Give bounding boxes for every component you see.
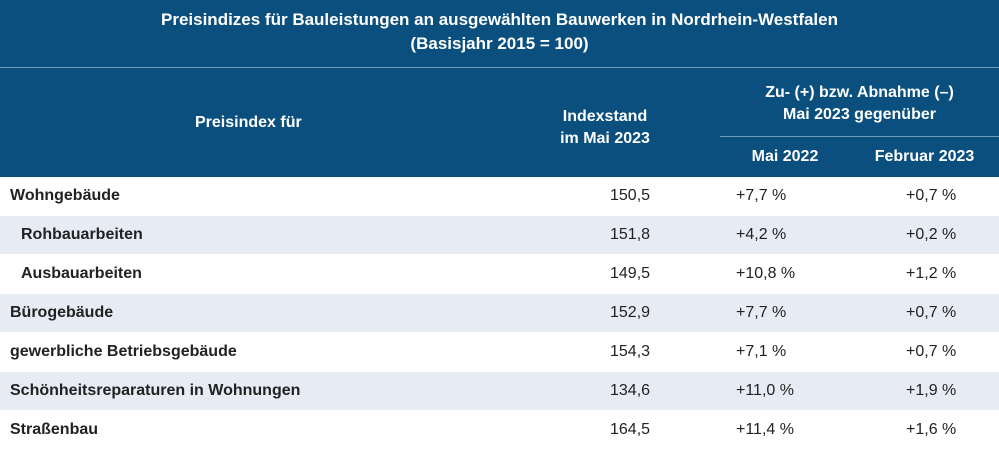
- row-label: Schönheitsreparaturen in Wohnungen: [0, 371, 490, 411]
- title-line-2: (Basisjahr 2015 = 100): [410, 34, 589, 53]
- header-change-group: Zu- (+) bzw. Abnahme (–) Mai 2023 gegenü…: [720, 68, 999, 137]
- row-index: 152,9: [490, 293, 720, 333]
- table-row: Schönheitsreparaturen in Wohnungen 134,6…: [0, 371, 999, 411]
- row-change-may: +11,4 %: [720, 410, 850, 450]
- row-change-feb: +0,2 %: [850, 215, 999, 255]
- row-label: Rohbauarbeiten: [0, 215, 490, 255]
- header-index-line-2: im Mai 2023: [560, 129, 650, 147]
- row-change-may: +7,7 %: [720, 177, 850, 216]
- header-index-level: Indexstand im Mai 2023: [490, 68, 720, 177]
- row-index: 154,3: [490, 332, 720, 372]
- row-change-feb: +0,7 %: [850, 177, 999, 216]
- row-label: Wohngebäude: [0, 177, 490, 216]
- row-index: 150,5: [490, 177, 720, 216]
- row-index: 164,5: [490, 410, 720, 450]
- title-line-1: Preisindizes für Bauleistungen an ausgew…: [161, 10, 838, 29]
- row-index: 149,5: [490, 254, 720, 294]
- row-index: 151,8: [490, 215, 720, 255]
- row-change-may: +7,7 %: [720, 293, 850, 333]
- header-change-line-1: Zu- (+) bzw. Abnahme (–): [765, 84, 954, 101]
- table-row: Wohngebäude 150,5 +7,7 % +0,7 %: [0, 177, 999, 216]
- row-change-feb: +0,7 %: [850, 332, 999, 372]
- header-change-line-2: Mai 2023 gegenüber: [783, 106, 936, 123]
- row-label: gewerbliche Betriebsgebäude: [0, 332, 490, 372]
- table-row: Rohbauarbeiten 151,8 +4,2 % +0,2 %: [0, 215, 999, 255]
- table-row: Bürogebäude 152,9 +7,7 % +0,7 %: [0, 293, 999, 333]
- row-index: 134,6: [490, 371, 720, 411]
- row-change-may: +4,2 %: [720, 215, 850, 255]
- row-change-feb: +0,7 %: [850, 293, 999, 333]
- row-change-may: +11,0 %: [720, 371, 850, 411]
- row-change-feb: +1,9 %: [850, 371, 999, 411]
- row-change-feb: +1,2 %: [850, 254, 999, 294]
- row-change-feb: +1,6 %: [850, 410, 999, 450]
- table-row: Straßenbau 164,5 +11,4 % +1,6 %: [0, 410, 999, 450]
- row-label: Ausbauarbeiten: [0, 254, 490, 294]
- row-label: Bürogebäude: [0, 293, 490, 333]
- header-feb-2023: Februar 2023: [850, 136, 999, 177]
- table-row: gewerbliche Betriebsgebäude 154,3 +7,1 %…: [0, 332, 999, 372]
- row-label: Straßenbau: [0, 410, 490, 450]
- price-index-table: Preisindex für Indexstand im Mai 2023 Zu…: [0, 68, 999, 450]
- header-index-line-1: Indexstand: [562, 107, 648, 125]
- header-may-2022: Mai 2022: [720, 136, 850, 177]
- row-change-may: +7,1 %: [720, 332, 850, 372]
- row-change-may: +10,8 %: [720, 254, 850, 294]
- table-row: Ausbauarbeiten 149,5 +10,8 % +1,2 %: [0, 254, 999, 294]
- header-price-index: Preisindex für: [0, 68, 490, 177]
- table-title: Preisindizes für Bauleistungen an ausgew…: [0, 0, 999, 68]
